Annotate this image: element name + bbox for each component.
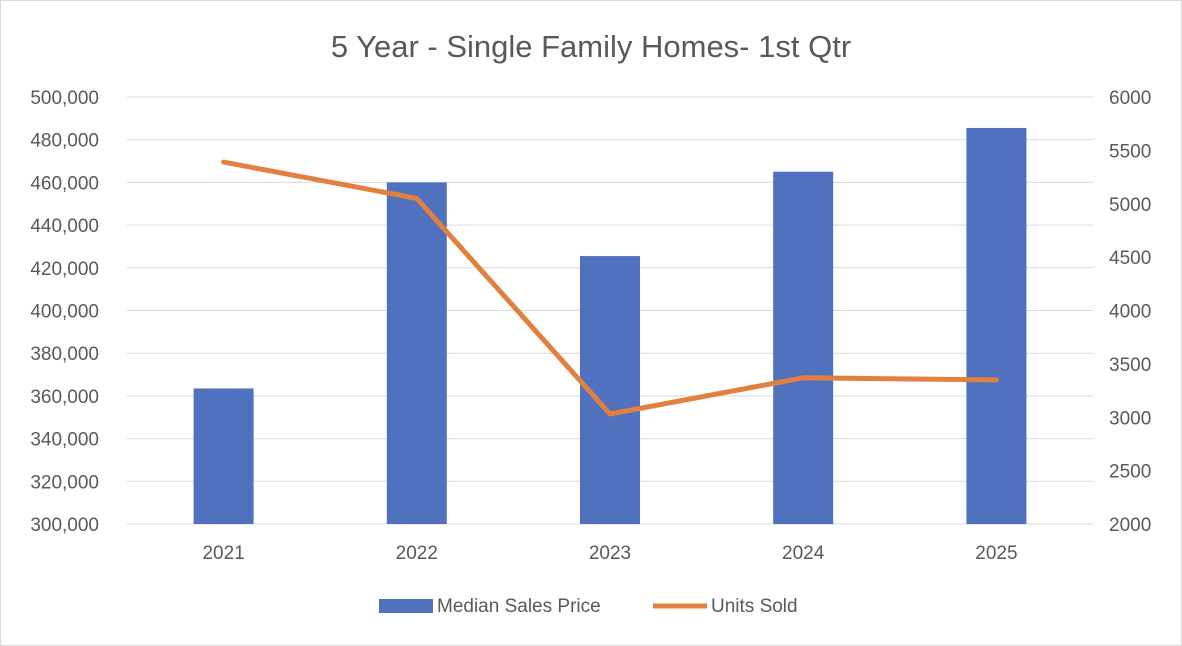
- left-axis-tick-label: 480,000: [30, 131, 99, 152]
- right-axis-tick-label: 5000: [1109, 195, 1151, 216]
- left-axis-ticks: 300,000 320,000 340,000 360,000 380,000 400,0…: [30, 88, 99, 536]
- bar-median-sales-price: [966, 127, 1027, 525]
- right-axis-tick-label: 3000: [1109, 408, 1151, 429]
- legend: Median Sales Price Units Sold: [379, 596, 798, 617]
- right-axis-tick-label: 4000: [1109, 302, 1151, 323]
- left-axis-tick-label: 460,000: [30, 173, 99, 194]
- x-axis-tick-label: 2023: [589, 543, 631, 564]
- right-axis-tick-label: 4500: [1109, 248, 1151, 269]
- left-axis-tick-label: 320,000: [30, 472, 99, 493]
- right-axis-ticks: 2000 2500 3000 3500 4000 4500 5000 5500 6000: [1109, 88, 1151, 536]
- x-axis-tick-label: 2021: [202, 543, 244, 564]
- left-axis-tick-label: 420,000: [30, 259, 99, 280]
- legend-swatch-median-sales-price: [379, 599, 433, 613]
- left-axis-tick-label: 300,000: [30, 515, 99, 536]
- right-axis-tick-label: 5500: [1109, 141, 1151, 162]
- bar-series: [193, 127, 1027, 525]
- x-axis-tick-label: 2024: [782, 543, 825, 564]
- bar-median-sales-price: [193, 388, 254, 524]
- x-axis-tick-label: 2022: [396, 543, 438, 564]
- left-axis-tick-label: 400,000: [30, 302, 99, 323]
- x-axis-tick-label: 2025: [975, 543, 1017, 564]
- left-axis-tick-label: 360,000: [30, 387, 99, 408]
- chart-title: 5 Year - Single Family Homes- 1st Qtr: [331, 29, 851, 64]
- right-axis-tick-label: 6000: [1109, 88, 1151, 109]
- left-axis-tick-label: 380,000: [30, 344, 99, 365]
- left-axis-tick-label: 440,000: [30, 216, 99, 237]
- right-axis-tick-label: 2000: [1109, 515, 1151, 536]
- line-series: [221, 159, 999, 417]
- left-axis-tick-label: 500,000: [30, 88, 99, 109]
- right-axis-tick-label: 3500: [1109, 355, 1151, 376]
- bar-median-sales-price: [386, 182, 447, 524]
- right-axis-tick-label: 2500: [1109, 462, 1151, 483]
- legend-label-median-sales-price: Median Sales Price: [437, 596, 601, 617]
- x-axis-ticks: 2021 2022 2023 2024 2025: [202, 543, 1017, 564]
- left-axis-tick-label: 340,000: [30, 430, 99, 451]
- legend-label-units-sold: Units Sold: [711, 596, 798, 617]
- bar-median-sales-price: [773, 171, 834, 524]
